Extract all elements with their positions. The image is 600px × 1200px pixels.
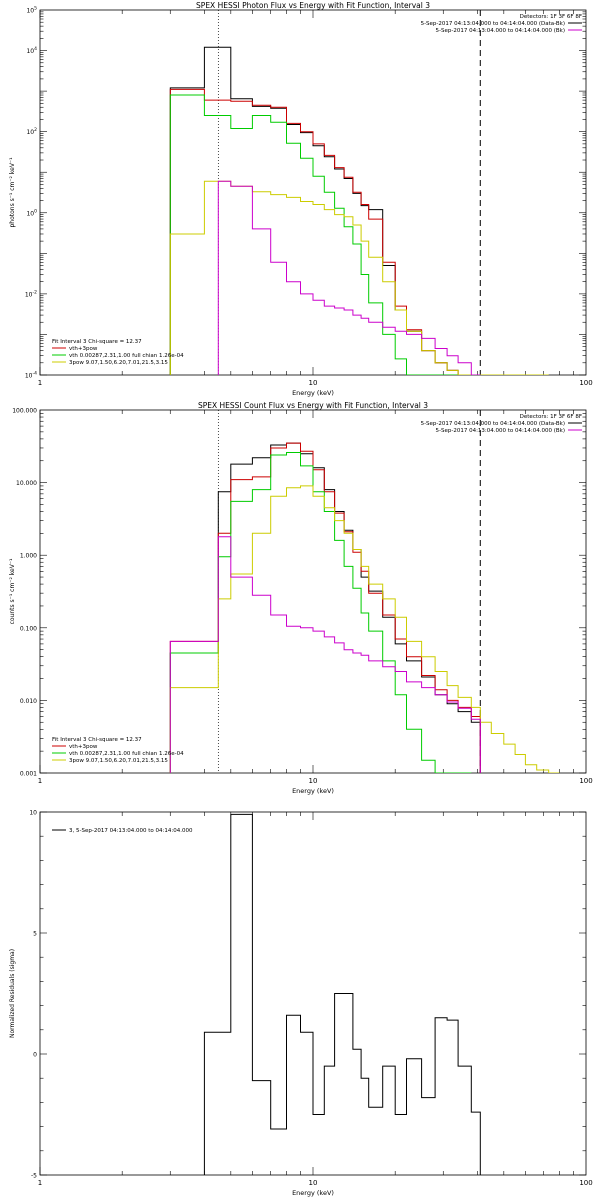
legend-entry: 5-Sep-2017 04:13:04.000 to 04:14:04.000 … <box>421 421 565 427</box>
chart-panel-1: SPEX HESSI Photon Flux vs Energy with Fi… <box>9 1 593 397</box>
x-axis-label: Energy (keV) <box>292 389 334 397</box>
chart-panel-2: SPEX HESSI Count Flux vs Energy with Fit… <box>9 401 593 795</box>
legend-bottom-left: Fit Interval 3 Chi-square = 12.37vth+3po… <box>52 339 184 366</box>
y-tick-label: 100 <box>26 208 37 217</box>
y-tick-label: -5 <box>31 1173 37 1180</box>
x-tick-label: 100 <box>579 777 592 785</box>
legend-entry: 5-Sep-2017 04:13:04.000 to 04:14:04.000 … <box>436 28 566 34</box>
x-tick-label: 1 <box>38 777 42 785</box>
chart-title: SPEX HESSI Photon Flux vs Energy with Fi… <box>196 1 430 10</box>
legend-entry: vth 0.00287,2.31,1.00 full chian 1.26e-0… <box>69 751 184 757</box>
series-1-line <box>203 813 481 1175</box>
x-tick-label: 1 <box>38 1179 42 1187</box>
y-tick-label: 100.000 <box>12 408 37 415</box>
x-tick-label: 10 <box>309 379 318 387</box>
y-tick-label: 0.001 <box>20 771 37 778</box>
y-tick-label: 10-4 <box>25 371 37 380</box>
y-tick-exponent: 2 <box>34 127 37 133</box>
y-tick-label: 104 <box>26 46 37 55</box>
legend-entry: vth+3pow <box>69 346 98 352</box>
series-5-line <box>169 536 481 773</box>
y-tick-label: 0.100 <box>20 625 37 632</box>
y-tick-label: 105 <box>26 6 37 15</box>
legend-top-right: Detectors: 1F 3F 6F 8F5-Sep-2017 04:13:0… <box>421 14 582 34</box>
y-tick-exponent: 5 <box>34 6 37 12</box>
chart-panel-3: 1 10 100 -5 0 5 10 Energy (keV) Normalized Resid… <box>9 810 593 1198</box>
y-axis-label: counts s⁻¹ cm⁻² keV⁻¹ <box>9 558 16 624</box>
y-tick-label: 0 <box>33 1052 37 1059</box>
x-tick-label: 1 <box>38 379 42 387</box>
x-axis-label: Energy (keV) <box>292 787 334 795</box>
y-tick-exponent: 4 <box>34 46 37 52</box>
y-tick-label: 10-2 <box>25 289 37 298</box>
x-tick-label: 10 <box>309 1179 318 1187</box>
series-1-line <box>169 442 481 773</box>
series-2-line <box>169 442 481 773</box>
y-tick-label: 5 <box>33 931 37 938</box>
legend-entry: 5-Sep-2017 04:13:04.000 to 04:14:04.000 … <box>436 428 566 434</box>
y-axis-label: Normalized Residuals (sigma) <box>9 949 16 1038</box>
y-tick-label: 1.000 <box>20 553 37 560</box>
legend-top-left: 3, 5-Sep-2017 04:13:04.000 to 04:14:04.0… <box>52 828 193 834</box>
series-3-line <box>169 452 472 773</box>
y-tick-label: 102 <box>26 127 37 136</box>
chart-title: SPEX HESSI Count Flux vs Energy with Fit… <box>198 401 428 410</box>
legend-header: Detectors: 1F 3F 6F 8F <box>520 14 582 20</box>
legend-entry: vth 0.00287,2.31,1.00 full chian 1.26e-0… <box>69 353 184 359</box>
x-tick-label: 100 <box>579 1179 592 1187</box>
legend-entry: 3pow 9.07,1.50,6.20,7.01,21.5,3.15 <box>69 360 168 366</box>
series-4-line <box>169 485 560 773</box>
plot-area <box>203 813 481 1175</box>
legend-bottom-left: Fit Interval 3 Chi-square = 12.37vth+3po… <box>52 737 184 764</box>
legend-entry: 3, 5-Sep-2017 04:13:04.000 to 04:14:04.0… <box>69 828 193 834</box>
plot-area <box>169 442 560 773</box>
y-tick-exponent: 0 <box>34 208 37 214</box>
legend-entry: 5-Sep-2017 04:13:04.000 to 04:14:04.000 … <box>421 21 565 27</box>
series-4-line <box>169 180 549 375</box>
legend-header: Fit Interval 3 Chi-square = 12.37 <box>52 737 142 743</box>
y-tick-label: 0.010 <box>20 698 37 705</box>
series-3-line <box>169 94 472 375</box>
y-tick-exponent: -4 <box>33 371 38 377</box>
plot-frame <box>39 811 587 1176</box>
legend-entry: vth+3pow <box>69 744 98 750</box>
x-axis-label: Energy (keV) <box>292 1189 334 1197</box>
legend-entry: 3pow 9.07,1.50,6.20,7.01,21.5,3.15 <box>69 758 168 764</box>
y-tick-label: 10 <box>29 810 37 817</box>
y-tick-exponent: -2 <box>33 289 38 295</box>
legend-header: Detectors: 1F 3F 6F 8F <box>520 414 582 420</box>
y-tick-label: 10.000 <box>16 480 37 487</box>
legend-header: Fit Interval 3 Chi-square = 12.37 <box>52 339 142 345</box>
x-tick-label: 10 <box>309 777 318 785</box>
series-1-line <box>169 46 481 375</box>
legend-top-right: Detectors: 1F 3F 6F 8F5-Sep-2017 04:13:0… <box>421 414 582 434</box>
series-2-line <box>169 88 481 375</box>
x-tick-label: 100 <box>579 379 592 387</box>
plot-area <box>169 46 549 375</box>
series-5-line <box>217 180 481 375</box>
y-axis-label: photons s⁻¹ cm⁻² keV⁻¹ <box>9 157 16 228</box>
plot-frame <box>39 9 587 376</box>
